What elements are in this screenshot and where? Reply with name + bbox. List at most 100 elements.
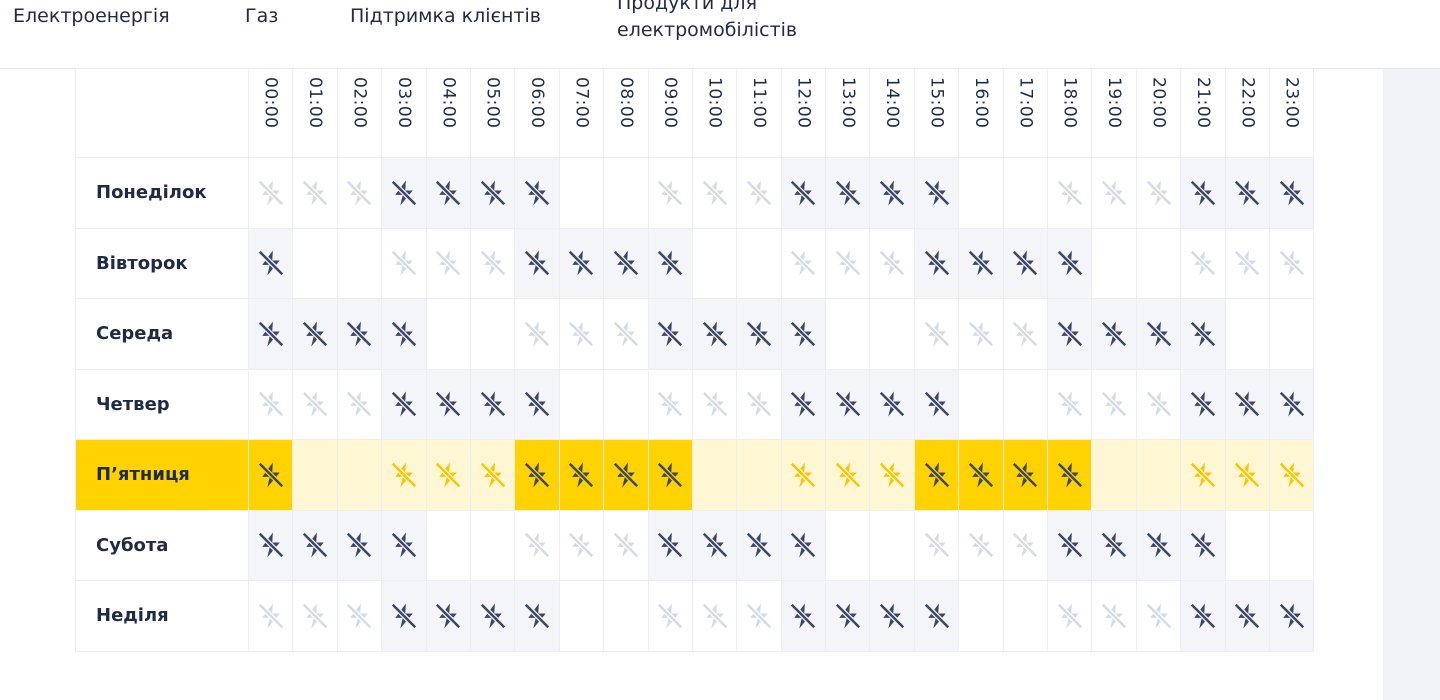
hour-cell [336,227,383,299]
outage-icon [1056,602,1083,629]
outage-icon [923,320,950,347]
slash [1101,321,1127,346]
nav-link[interactable]: Електроенергія [13,5,170,27]
hour-cell [780,157,827,229]
slash [524,603,550,628]
hour-cell [780,509,827,581]
hour-cell [1268,368,1315,440]
hour-cell [1135,157,1182,229]
outage-icon [524,179,551,206]
hour-cell [425,227,471,299]
outage-icon [701,391,728,418]
hour-cell [958,368,1004,440]
nav-link[interactable]: Продукти для електромобілістів [617,0,798,41]
outage-icon [1278,602,1305,629]
day-label: Четвер [75,368,249,440]
hour-cell [691,580,738,652]
slash [1190,180,1216,205]
outage-icon [257,250,284,277]
slash [480,603,505,628]
outage-icon [923,250,950,277]
slash [391,180,416,205]
slash [702,321,727,346]
hour-cell [1002,509,1049,581]
nav-link[interactable]: Газ [245,5,279,27]
hour-cell [247,439,294,511]
outage-icon [790,250,817,277]
outage-icon [524,532,551,559]
slash [746,533,772,558]
outage-icon [1056,461,1083,488]
slash [613,321,638,346]
outage-icon [967,250,994,277]
slash [347,321,372,346]
outage-icon [790,391,817,418]
outage-icon [1056,250,1083,277]
day-row: Вівторок [75,227,1315,299]
slash [1101,603,1127,628]
hour-cell [1180,298,1226,370]
hour-cell [1135,298,1182,370]
hour-cell [469,298,516,370]
slash [1057,180,1082,205]
slash [524,180,550,205]
hour-cell [1091,298,1137,370]
hour-cell [514,227,560,299]
hour-label: 16:00 [970,77,991,129]
outage-icon [745,602,773,629]
hour-label: 18:00 [1059,77,1080,129]
hour-cell [691,298,738,370]
side-panel [1383,69,1440,700]
slash [1146,533,1171,558]
hour-cell [1047,298,1093,370]
corner-cell [75,68,249,158]
slash [746,603,772,628]
hour-cell [691,439,738,511]
day-row: Понеділок [75,157,1315,229]
slash [835,392,860,417]
slash [302,603,328,628]
slash [1235,392,1260,417]
outage-icon [657,391,684,418]
slash [347,180,372,205]
outage-icon [1189,250,1216,277]
hour-cell [1135,227,1182,299]
hour-label: 12:00 [793,77,814,129]
slash [347,533,372,558]
hour-cell [825,439,871,511]
hour-label: 22:00 [1237,77,1258,129]
slash [968,321,994,346]
slash [1057,462,1082,487]
slash [436,603,461,628]
slash [791,462,816,487]
outage-icon [1101,602,1128,629]
hour-header: 06:00 [514,68,560,158]
hour-cell [381,439,427,511]
hour-cell [425,439,471,511]
day-row: Четвер [75,368,1315,440]
hour-cell [247,368,294,440]
slash [791,321,816,346]
outage-icon [257,461,284,488]
hour-cell [736,439,782,511]
outage-icon [1056,532,1083,559]
hour-header: 18:00 [1047,68,1093,158]
hour-cell [1268,298,1315,370]
slash [924,392,949,417]
slash [880,251,905,276]
outage-icon [568,250,595,277]
hour-cell [736,368,782,440]
outage-icon [701,179,728,206]
nav-link[interactable]: Підтримка клієнтів [350,5,541,27]
hour-cell [603,368,649,440]
hour-cell [691,227,738,299]
outage-icon [479,179,506,206]
slash [1190,603,1216,628]
outage-icon [1056,320,1083,347]
slash [658,603,683,628]
outage-icon [834,602,861,629]
hour-cell [558,439,605,511]
outage-icon [745,320,773,347]
slash [791,533,816,558]
hour-cell [647,439,693,511]
